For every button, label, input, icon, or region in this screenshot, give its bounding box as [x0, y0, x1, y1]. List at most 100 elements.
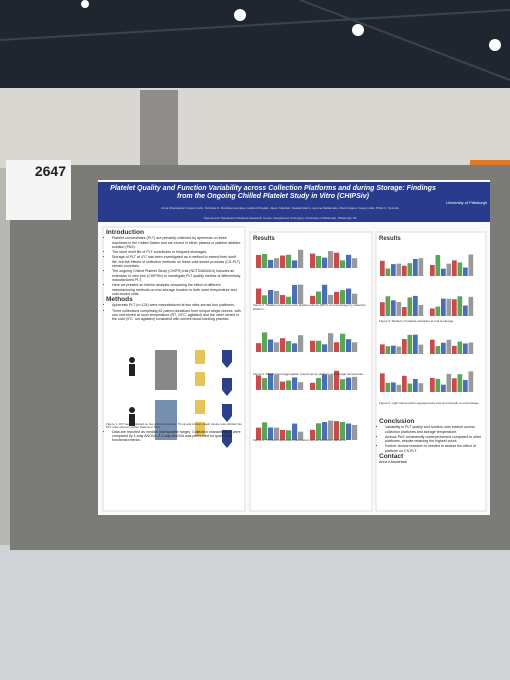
figure-bar — [391, 345, 396, 354]
figure-caption: Figure 4. Thrombin generation parameters… — [253, 437, 347, 442]
figure-bar — [262, 422, 268, 440]
figure-bar — [352, 258, 358, 268]
bullet-list: Variability in PLT quality and function … — [379, 425, 483, 453]
figure-bar — [441, 384, 446, 392]
figure-bar — [262, 378, 268, 390]
figure-caption: Figure 2. Platelet count and mean platel… — [253, 303, 366, 311]
figure-bar — [286, 430, 292, 440]
figure-bar — [274, 342, 280, 352]
figure-bar — [346, 254, 352, 268]
figure-bar — [262, 332, 268, 352]
figure-bar — [298, 335, 304, 352]
figure-bar — [463, 343, 468, 354]
figure-bar — [457, 374, 463, 392]
figure-bar — [396, 346, 402, 354]
figure-bar — [298, 431, 304, 440]
figure-bar — [316, 291, 322, 304]
figure-bar — [310, 340, 316, 352]
figure-bar — [280, 381, 286, 390]
figure-bar — [413, 258, 418, 276]
figure-bar — [352, 376, 358, 390]
figure-caption: Figure 5. Markers of platelet activation… — [379, 319, 455, 323]
bullet: The short shelf life of PLT contributes … — [112, 250, 242, 254]
figure-bar — [322, 284, 328, 304]
figure-bar — [346, 339, 352, 352]
figure-bar — [407, 334, 413, 354]
figure-bar — [407, 383, 413, 392]
figure-bar — [274, 290, 280, 304]
affiliations: Trauma and Transfusion Medicine Research… — [203, 216, 357, 220]
figure-bar — [268, 427, 274, 440]
figure-bar — [452, 378, 457, 392]
section-heading: Results — [253, 236, 275, 242]
figure-bar — [322, 257, 328, 268]
figure-bar — [468, 371, 474, 392]
figure-bar — [396, 384, 402, 392]
figure-bar — [385, 296, 391, 316]
figure-bar — [334, 421, 340, 440]
figure-bar — [292, 377, 298, 390]
figure-bar — [430, 339, 435, 354]
figure-bar — [346, 288, 352, 304]
figure-bar — [316, 340, 322, 352]
figure-bar — [435, 346, 441, 354]
figure-bar — [316, 377, 322, 390]
figure-bar — [402, 375, 407, 392]
figure-bar — [340, 379, 346, 390]
bullet: Further clinical research is needed to a… — [385, 444, 483, 453]
figure-bar — [340, 290, 346, 304]
figure-bar — [256, 254, 262, 268]
authors: Anna Khandelwal, Kaiyan Kahn, Nicholas S… — [161, 206, 399, 210]
figure-bar — [430, 264, 435, 276]
section-heading: Contact — [379, 453, 404, 461]
section-heading: Conclusion — [379, 418, 415, 425]
figure-bar — [385, 382, 391, 392]
bullet: Here we present an interim analysis comp… — [112, 283, 242, 296]
figure-bar — [256, 288, 262, 304]
figure-bar — [418, 304, 424, 316]
methods-illustration — [129, 350, 232, 448]
figure-bar — [413, 295, 418, 316]
figure-bar — [322, 374, 328, 390]
figure-bar — [413, 378, 418, 392]
poster-sign: 2647 — [8, 163, 70, 179]
figure-bar — [298, 382, 304, 390]
figure-bar — [280, 338, 286, 352]
figure-bar — [286, 296, 292, 304]
figure-bar — [407, 263, 413, 276]
figure-bar — [418, 344, 424, 354]
figure-bar — [391, 300, 396, 316]
figure-bar — [334, 291, 340, 304]
figure-bar — [418, 383, 424, 392]
figure-bar — [328, 374, 334, 390]
figure-bar — [396, 302, 402, 316]
figure-bar — [385, 346, 391, 354]
figure-bar — [274, 374, 280, 390]
figure-bar — [328, 294, 334, 304]
figure-bar — [391, 382, 396, 392]
figure-bar — [468, 342, 474, 354]
poster-title: Platelet Quality and Function Variabilit… — [110, 185, 436, 200]
figure-bar — [328, 333, 334, 352]
bullet-list: Data are reported as median (interquarti… — [106, 430, 242, 443]
figure-bar — [256, 427, 262, 440]
figure-bar — [463, 305, 468, 316]
figure-bar — [352, 342, 358, 352]
figure-bar — [322, 344, 328, 352]
figure-bar — [457, 262, 463, 276]
figure-bar — [256, 343, 262, 352]
figure-caption: Figure 3. Whole-blood aggregation respon… — [253, 372, 365, 377]
figure-bar — [262, 253, 268, 268]
figure-bar — [452, 299, 457, 316]
results-column: Results Figure 2. Platelet count and mean… — [253, 236, 369, 442]
figure-bar — [441, 342, 446, 354]
figure-bar — [463, 267, 468, 276]
figure-bar — [292, 343, 298, 352]
conclusion: Conclusion Variability in PLT quality an… — [379, 418, 483, 465]
figure-bar — [298, 249, 304, 268]
figure-bar — [298, 284, 304, 304]
bullet: The ongoing Chilled Platelet Study (CHIP… — [112, 269, 242, 282]
figure-bar — [457, 296, 463, 316]
figure-bar — [268, 259, 274, 268]
